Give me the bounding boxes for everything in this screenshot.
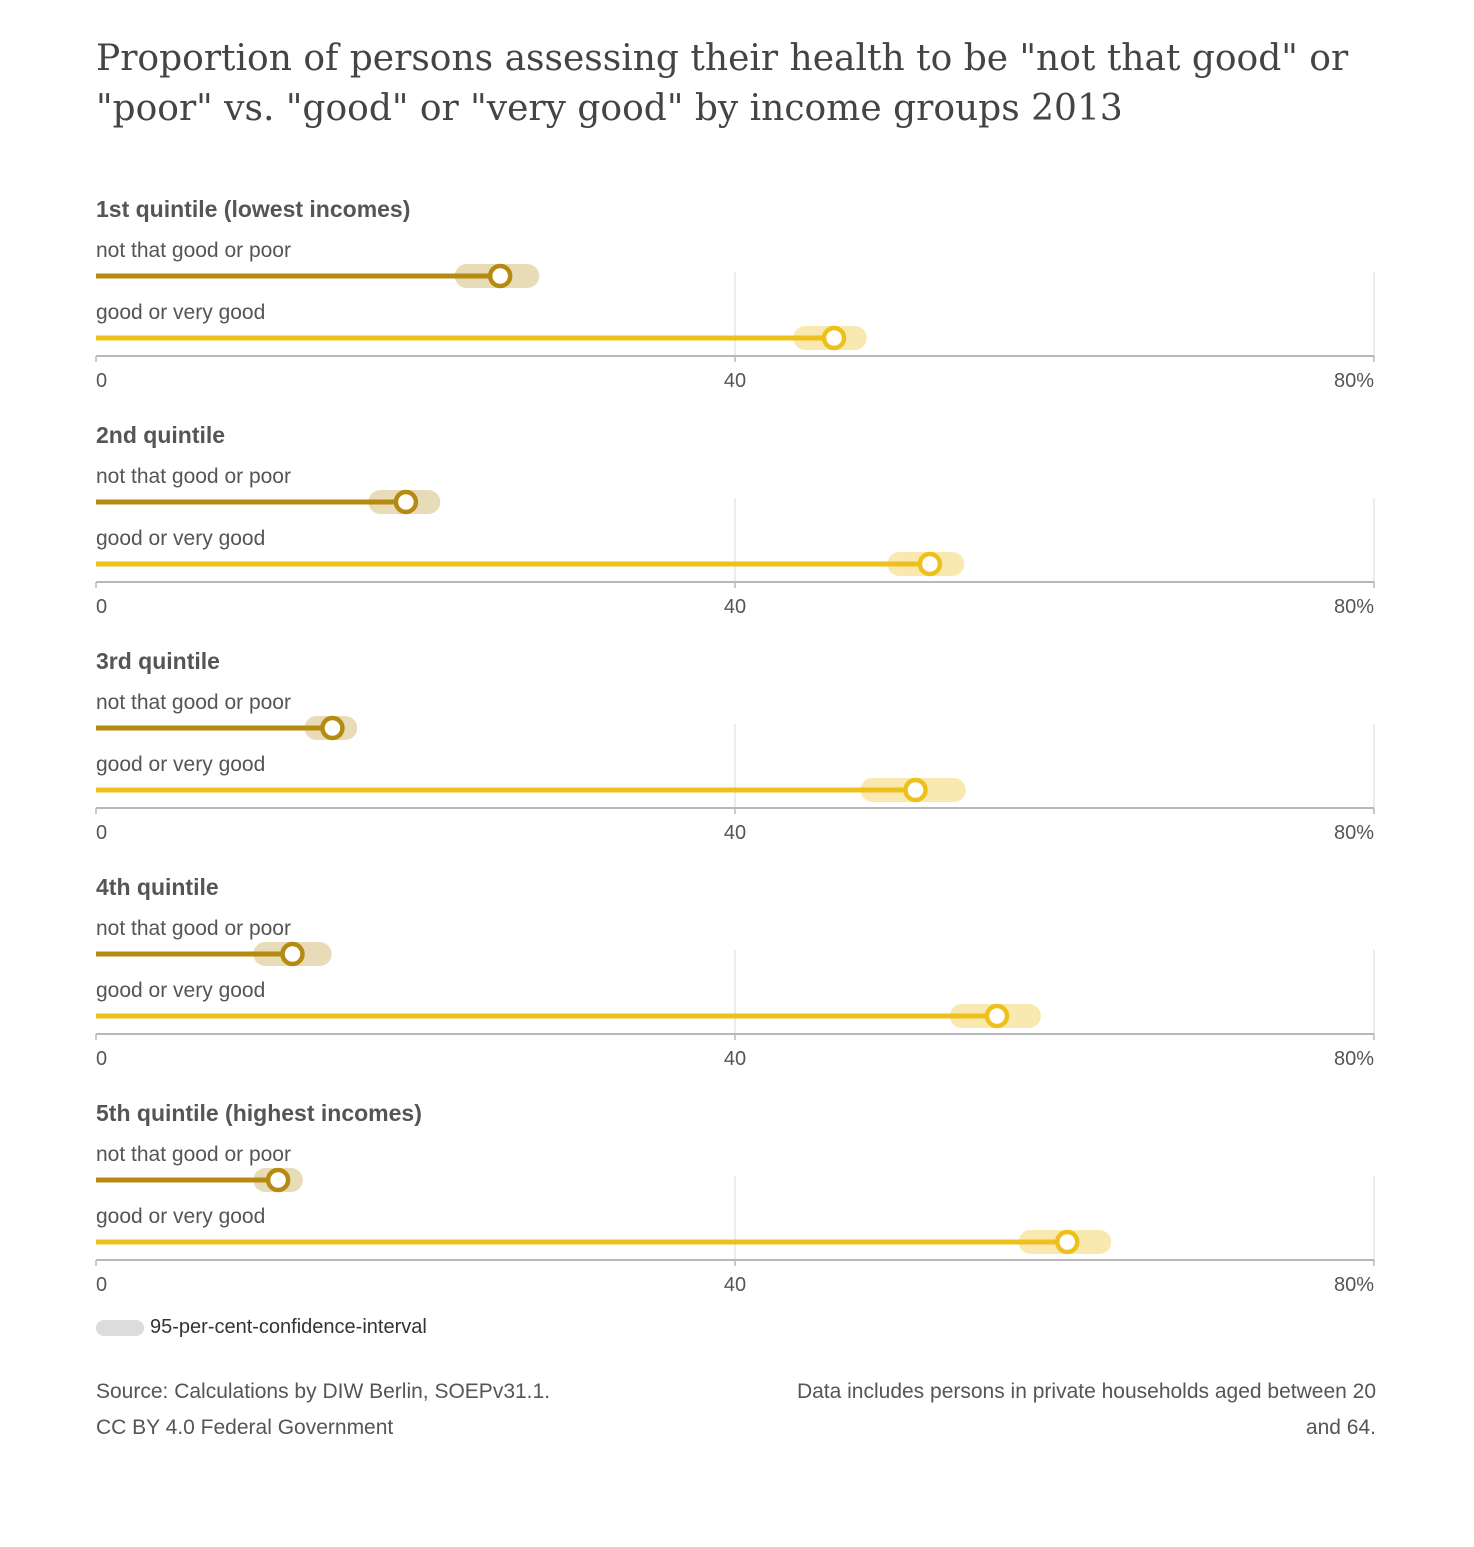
dot-good [1055, 1229, 1080, 1255]
dot-poor [320, 715, 345, 741]
data-note: Data includes persons in private househo… [756, 1374, 1376, 1446]
source-note: Source: Calculations by DIW Berlin, SOEP… [96, 1374, 550, 1446]
dot-poor [280, 941, 305, 967]
license-line: CC BY 4.0 Federal Government [96, 1416, 394, 1439]
x-tick-label: 80% [1334, 596, 1374, 618]
legend: 95-per-cent-confidence-interval [96, 1316, 427, 1339]
dot-good [917, 551, 943, 577]
dot-poor [265, 1167, 291, 1193]
x-tick-label: 0 [96, 1048, 107, 1070]
group-title: 1st quintile (lowest incomes) [96, 196, 410, 222]
x-tick-label: 0 [96, 822, 107, 844]
legend-ci-swatch [96, 1319, 144, 1336]
dot-poor [393, 489, 419, 515]
dot-poor [487, 263, 513, 289]
x-tick-label: 0 [96, 370, 107, 392]
data-note-line2: and 64. [1305, 1416, 1376, 1439]
source-line: Source: Calculations by DIW Berlin, SOEP… [96, 1380, 551, 1403]
x-tick-label: 80% [1334, 1048, 1374, 1070]
dot-good [903, 777, 928, 803]
series-label-poor: not that good or poor [96, 917, 291, 940]
dot-good [821, 325, 847, 351]
x-tick-label: 40 [724, 596, 746, 618]
x-tick-label: 40 [724, 822, 746, 844]
series-label-good: good or very good [96, 527, 265, 550]
dot-chart: 1st quintile (lowest incomes) not that go… [95, 196, 1375, 1296]
dot-good [984, 1003, 1010, 1029]
x-tick-label: 80% [1334, 1274, 1374, 1296]
group-title: 3rd quintile [96, 648, 220, 674]
group-title: 5th quintile (highest incomes) [96, 1100, 422, 1126]
x-tick-label: 0 [96, 1274, 107, 1296]
series-label-good: good or very good [96, 753, 265, 776]
chart-title: Proportion of persons assessing their he… [96, 38, 1349, 129]
x-tick-label: 40 [724, 370, 746, 392]
series-label-poor: not that good or poor [96, 239, 291, 262]
group-title: 2nd quintile [96, 422, 225, 448]
series-label-good: good or very good [96, 1205, 265, 1228]
series-label-good: good or very good [96, 301, 265, 324]
x-tick-label: 40 [724, 1048, 746, 1070]
data-note-line1: Data includes persons in private househo… [796, 1380, 1376, 1403]
series-label-good: good or very good [96, 979, 265, 1002]
x-tick-label: 0 [96, 596, 107, 618]
x-tick-label: 80% [1334, 370, 1374, 392]
x-tick-label: 40 [724, 1274, 746, 1296]
x-tick-label: 80% [1334, 822, 1374, 844]
group-title: 4th quintile [96, 874, 219, 900]
series-label-poor: not that good or poor [96, 465, 291, 488]
series-label-poor: not that good or poor [96, 1143, 291, 1166]
series-label-poor: not that good or poor [96, 691, 291, 714]
legend-ci-label: 95-per-cent-confidence-interval [150, 1316, 427, 1338]
